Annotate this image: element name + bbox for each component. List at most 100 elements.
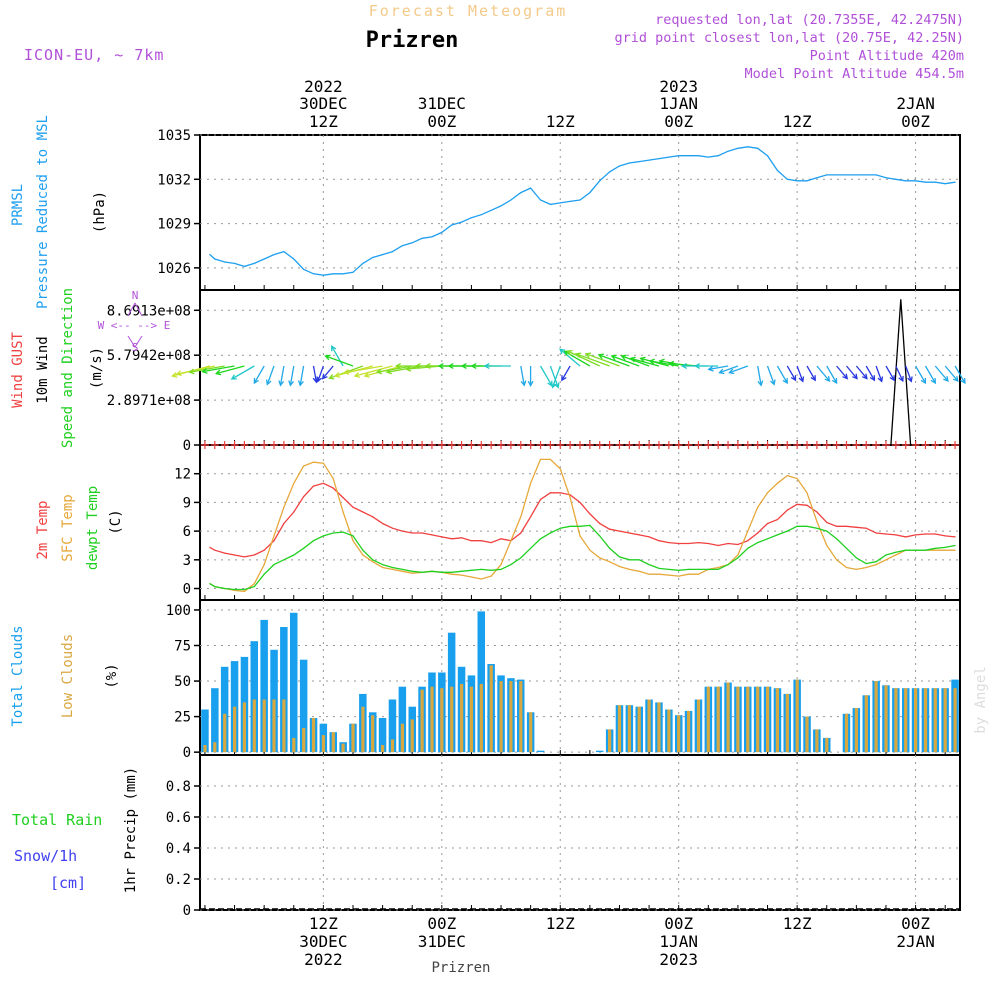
temp-dewpt-series-point [806,525,808,527]
total-cloud-bar [290,612,298,753]
temp-sfc-series-point [885,559,887,561]
temp-dewpt-series-point [480,568,482,571]
temp-dewpt-series-point [559,527,561,529]
temp-sfc-series-point [776,482,779,484]
wind-arrow [826,365,838,385]
pressure-series-point [451,224,453,226]
pressure-series-point [954,181,956,183]
temp-sfc-series-point [391,568,394,571]
wind-arrow-head [952,375,959,383]
wind-side-label-1: Wind GUST [10,332,26,408]
gust-marker [773,441,782,449]
precip-ytick-label: 0 [183,903,191,919]
precip-snow-unit: [cm] [50,874,86,892]
temp-sfc-series-point [697,573,700,575]
temp-dewpt-series-point [589,524,591,527]
pressure-series-point [895,178,897,180]
low-cloud-bar [854,708,858,753]
pressure-series-point [579,199,581,201]
gust-marker [339,441,348,449]
pressure-series-point [263,258,265,260]
wind-arrow-shaft [299,365,305,386]
pressure-series-point [342,273,344,275]
gust-marker [714,441,723,449]
wind-arrow [175,365,215,377]
compass-rose: N W <-- --> E S [98,289,171,354]
pressure-series-point [461,221,463,223]
wind-arrow-head [363,372,370,378]
temp-sfc-series-point [668,574,670,576]
wind-arrow-head [861,373,868,380]
temp-sfc-series-point [757,506,759,508]
temp-dewpt-series-point [411,570,413,572]
pressure-series-point [796,180,798,182]
low-cloud-bar [746,686,750,753]
temp-dewpt-series-point [766,538,769,540]
gust-marker [240,441,249,449]
temp-sfc-series-point [263,564,265,566]
pressure-series-point [559,202,561,204]
temp-2m-series-point [638,534,640,536]
wind-arrow [214,365,245,376]
gust-marker [911,441,920,449]
wind-arrow-head [597,353,604,360]
wind-arrow-shaft [875,365,883,382]
total-cloud-bar [250,641,258,753]
gust-spike [890,299,912,446]
point-altitude: Point Altitude 420m [810,48,964,64]
temp-2m-series-point [855,526,858,528]
pressure-series-point [944,183,946,185]
wind-arrow-head [889,375,895,382]
low-cloud-bar [726,682,730,753]
gust-marker [260,441,269,449]
temp-dewpt-series-point [776,534,779,536]
gust-marker [743,441,752,449]
footer-location: Prizren [431,960,490,976]
wind-arrow [321,365,334,380]
temp-dewpt-series-point [836,538,838,540]
gust-marker [388,441,397,449]
low-cloud-bar [706,686,710,753]
low-cloud-bar [627,705,631,753]
low-cloud-bar [815,729,819,753]
temp-side-label-3: dewpt Temp [85,486,101,570]
temp-sfc-series-point [579,535,581,537]
pressure-series-point [362,262,364,264]
wind-arrow-shaft [575,353,610,367]
pressure-side-label-2: Pressure Reduced to MSL [35,115,51,309]
total-cloud-bar [230,661,239,753]
pressure-series-point [826,174,828,176]
pressure-series-point [520,192,522,194]
temp-sfc-series-point [609,561,611,563]
pressure-series-point [283,251,285,253]
pressure-series-point [618,165,621,167]
temp-dewpt-series-point [470,569,472,571]
gust-marker [279,441,288,449]
precip-rain-label: Total Rain [12,811,102,829]
low-cloud-bar [795,679,799,753]
wind-arrow-head [253,377,259,385]
pressure-series-point [382,254,384,256]
precip-snow-label: Snow/1h [14,847,77,865]
wind-arrow [324,354,354,367]
gust-marker [447,441,456,449]
temp-dewpt-series-point [332,532,334,534]
requested-coords: requested lon,lat (20.7355E, 42.2475N) [655,12,964,28]
wind-side-label-3: Speed and Direction [60,288,76,448]
wind-arrow [776,365,788,385]
pressure-series-point [303,268,305,270]
temp-sfc-series-point [382,566,384,569]
wind-arrow [297,365,305,387]
temp-dewpt-series-point [865,563,867,565]
temp-dewpt-series-point [707,568,709,571]
bottom-axis-time: 00Z [901,914,930,933]
temp-sfc-series-point [283,506,285,508]
wind-arrow [620,354,650,367]
clouds-ylabel: (%) [104,663,120,688]
low-cloud-bar [400,723,404,753]
wind-arrow [786,365,797,382]
pressure-series-point [885,177,887,179]
wind-arrow [865,365,876,382]
pressure-series-point [924,181,927,183]
temp-dewpt-series-point [737,557,739,559]
